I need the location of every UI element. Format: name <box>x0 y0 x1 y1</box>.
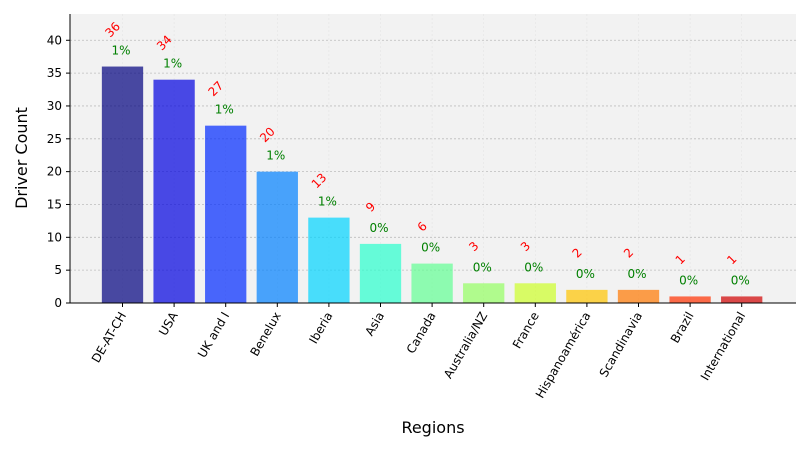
bar-scandinavia <box>617 289 660 303</box>
percent-label: 1% <box>163 57 182 71</box>
bar-uk-and-i <box>205 125 247 303</box>
x-tick-label: DE-AT-CH <box>89 310 129 366</box>
percent-label: 0% <box>524 260 543 274</box>
x-tick-label: Scandinavia <box>597 310 646 380</box>
bar-brazil <box>669 296 711 303</box>
bar-canada <box>411 263 453 303</box>
percent-label: 0% <box>473 260 492 274</box>
y-tick-label: 5 <box>54 263 62 277</box>
y-tick-label: 40 <box>47 33 62 47</box>
bar-australia-nz <box>463 283 505 303</box>
y-tick-label: 25 <box>47 132 62 146</box>
bar-hispanoam-rica <box>566 289 608 303</box>
bar-de-at-ch <box>101 66 144 303</box>
bar-benelux <box>256 171 298 303</box>
y-tick-label: 30 <box>47 99 62 113</box>
bar-usa <box>153 79 195 303</box>
x-tick-label: Canada <box>404 310 439 357</box>
y-ticks: 0 5 10 15 20 25 30 35 40 <box>47 33 70 310</box>
percent-label: 1% <box>112 44 131 58</box>
percent-label: 0% <box>731 273 750 287</box>
percent-label: 0% <box>679 273 698 287</box>
x-tick-label: Australia/NZ <box>441 310 490 381</box>
percent-label: 0% <box>370 221 389 235</box>
bar-iberia <box>308 217 350 303</box>
bar-asia <box>359 243 402 303</box>
percent-label: 1% <box>266 149 285 163</box>
x-tick-label: Brazil <box>668 310 697 346</box>
percent-label: 0% <box>628 267 647 281</box>
percent-label: 0% <box>421 241 440 255</box>
x-tick-label: USA <box>156 309 181 338</box>
x-tick-label: International <box>698 310 748 383</box>
y-axis-title: Driver Count <box>12 107 31 209</box>
percent-label: 0% <box>576 267 595 281</box>
x-ticks: DE-AT-CH USA UK and I Benelux Iberia Asia Cana… <box>89 303 748 401</box>
x-tick-label: Benelux <box>247 310 283 359</box>
y-tick-label: 20 <box>47 165 62 179</box>
x-axis-title: Regions <box>401 418 464 437</box>
y-tick-label: 35 <box>47 66 62 80</box>
x-tick-label: Iberia <box>306 310 335 347</box>
bar-france <box>514 283 556 303</box>
x-tick-label: France <box>510 310 542 352</box>
y-tick-label: 10 <box>47 230 62 244</box>
x-tick-label: UK and I <box>195 310 232 361</box>
percent-label: 1% <box>215 103 234 117</box>
x-tick-label: Hispanoamérica <box>533 310 594 401</box>
x-tick-label: Asia <box>362 310 387 339</box>
y-tick-label: 0 <box>54 296 62 310</box>
percent-label: 1% <box>318 195 337 209</box>
bar-international <box>721 296 763 303</box>
bars <box>101 66 763 303</box>
y-tick-label: 15 <box>47 197 62 211</box>
